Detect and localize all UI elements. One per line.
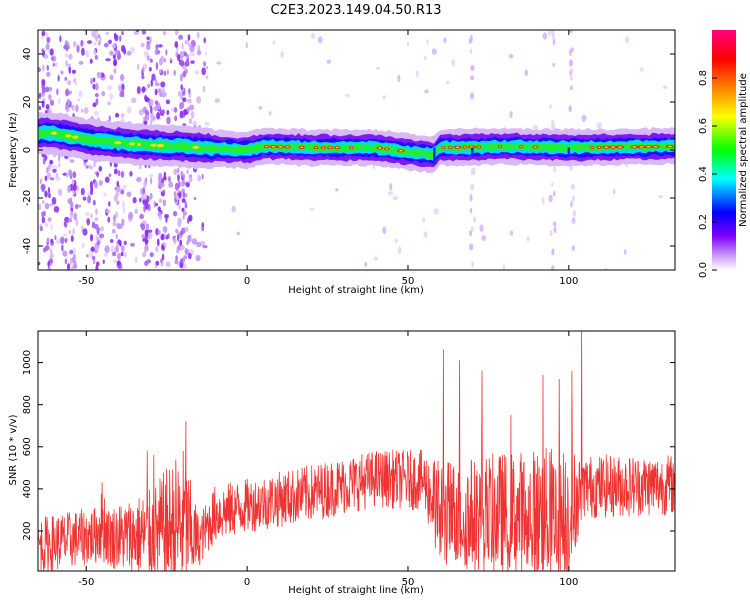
- snr-y-tick-label: 200: [22, 521, 33, 540]
- spectrogram-y-tick-label: -40: [22, 238, 33, 254]
- colorbar-ticks: 0.0 0.2 0.4 0.6 0.8: [698, 70, 717, 278]
- colorbar-tick-label: 0.4: [698, 166, 709, 182]
- snr-x-tick-label: 0: [244, 577, 250, 588]
- snr-panel: -50 0 50 100 200 400 600 800 1000 Height of stra…: [8, 330, 676, 596]
- snr-x-label: Height of straight line (km): [288, 585, 424, 596]
- snr-y-tick-label: 800: [22, 395, 33, 414]
- spectrogram-y-tick-label: 0: [22, 147, 33, 153]
- spectrogram-x-tick-label: 50: [402, 276, 415, 287]
- spectrogram-x-tick-label: 100: [559, 276, 578, 287]
- spectrogram-y-label: Frequency (Hz): [8, 112, 19, 188]
- colorbar: 0.0 0.2 0.4 0.6 0.8 Normalized spectral ampl…: [698, 30, 749, 278]
- snr-x-tick-label: 100: [559, 577, 578, 588]
- spectrogram-x-label: Height of straight line (km): [288, 285, 424, 296]
- spectrogram-marks: [38, 30, 675, 270]
- snr-series-line: [38, 331, 675, 571]
- colorbar-tick-label: 0.8: [698, 70, 709, 86]
- figure-title: C2E3.2023.149.04.50.R13: [270, 3, 441, 18]
- ridge-cyan: [38, 124, 675, 161]
- spectrogram-y-tick-label: -20: [22, 190, 33, 206]
- colorbar-tick-label: 0.2: [698, 214, 709, 230]
- spectrogram-x-tick-label: 0: [244, 276, 250, 287]
- colorbar-gradient: [712, 30, 736, 270]
- spectrogram-y-tick-label: 40: [22, 48, 33, 61]
- snr-x-tick-label: -50: [78, 577, 94, 588]
- snr-y-tick-label: 600: [22, 437, 33, 456]
- ridge-green: [38, 128, 675, 160]
- spectrogram-panel: -50 0 50 100 40 20 0 -20 -40 Height of straight …: [8, 29, 676, 296]
- snr-y-tick-label: 400: [22, 479, 33, 498]
- spectrogram-x-tick-label: -50: [78, 276, 94, 287]
- spectrogram-y-tick-label: 20: [22, 96, 33, 109]
- snr-ticks: -50 0 50 100 200 400 600 800 1000: [22, 331, 675, 588]
- snr-frame: [37, 330, 676, 572]
- snr-y-label: SNR (10 * v/v): [8, 414, 19, 485]
- spectrogram-ticks: -50 0 50 100 40 20 0 -20 -40: [22, 30, 675, 287]
- colorbar-tick-label: 0.6: [698, 118, 709, 134]
- colorbar-label: Normalized spectral amplitude: [738, 73, 749, 227]
- snr-y-tick-label: 1000: [22, 350, 33, 375]
- ridge-hotspots: [51, 131, 674, 153]
- snr-x-tick-label: 50: [402, 577, 415, 588]
- colorbar-tick-label: 0.0: [698, 262, 709, 278]
